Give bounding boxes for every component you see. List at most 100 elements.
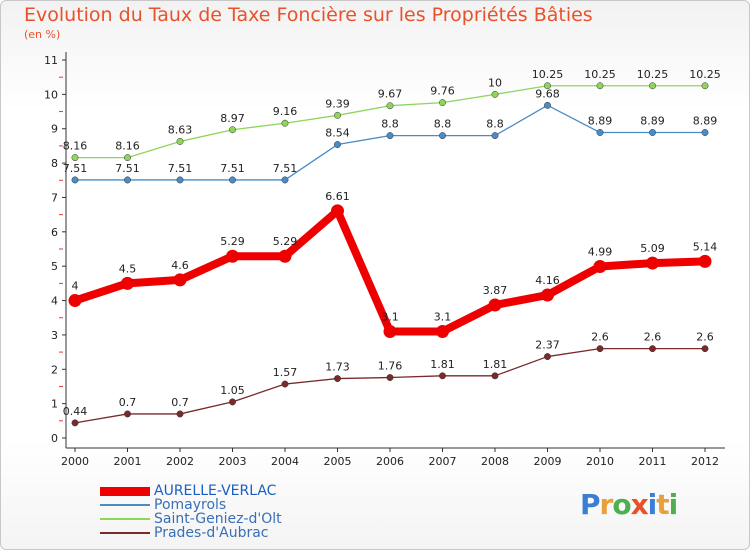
data-label: 1.57 [273, 366, 298, 379]
data-label: 4 [72, 280, 79, 293]
x-tick-label: 2003 [219, 455, 247, 468]
data-point [226, 249, 239, 263]
data-label: 1.05 [220, 384, 245, 397]
y-tick-label: 6 [51, 226, 58, 239]
data-point [334, 141, 341, 148]
data-point [544, 82, 551, 90]
legend-label: AURELLE-VERLAC [154, 483, 277, 499]
data-point [334, 375, 341, 383]
y-tick-label: 1 [51, 398, 58, 411]
data-label: 6.61 [325, 190, 350, 203]
data-point [281, 119, 289, 127]
data-label: 7.51 [220, 162, 245, 175]
data-label: 8.8 [486, 118, 504, 131]
data-label: 3.1 [381, 310, 399, 323]
data-point [331, 204, 344, 218]
data-label: 4.99 [588, 246, 613, 259]
legend-swatch [100, 486, 150, 496]
x-tick-label: 2012 [691, 455, 719, 468]
data-label: 9.39 [325, 97, 350, 110]
x-tick-label: 2008 [481, 455, 509, 468]
logo-letter: i [647, 488, 658, 521]
data-label: 2.6 [696, 331, 714, 344]
data-label: 10.25 [689, 68, 721, 81]
y-tick-label: 5 [51, 260, 58, 273]
x-tick-label: 2004 [271, 455, 299, 468]
data-label: 8.16 [63, 140, 88, 153]
data-point [278, 249, 292, 263]
legend-label: Pomayrols [154, 497, 227, 513]
x-tick-label: 2009 [534, 455, 562, 468]
logo-letter: P [580, 488, 601, 521]
proxiti-logo: Proxiti [580, 488, 678, 521]
data-label: 2.37 [535, 339, 560, 352]
data-label: 7.51 [63, 162, 88, 175]
x-tick-label: 2005 [324, 455, 352, 468]
data-label: 5.29 [273, 235, 298, 248]
data-point [176, 410, 184, 418]
y-tick-label: 9 [51, 123, 58, 136]
data-point [173, 273, 187, 287]
y-tick-label: 2 [51, 363, 58, 376]
data-point [71, 176, 79, 184]
data-label: 4.6 [171, 259, 189, 272]
data-label: 0.7 [119, 396, 137, 409]
data-point [68, 294, 82, 308]
data-label: 8.63 [168, 123, 193, 136]
data-label: 10.25 [637, 68, 669, 81]
data-label: 9.67 [378, 88, 403, 101]
data-point [436, 324, 449, 338]
data-label: 10 [488, 76, 502, 89]
y-tick-label: 3 [51, 329, 58, 342]
chart-unit-label: (en %) [24, 28, 61, 41]
data-point [439, 99, 446, 107]
y-tick-label: 4 [51, 295, 58, 308]
data-point [649, 82, 656, 90]
data-point [383, 324, 397, 338]
legend-swatch [100, 518, 150, 520]
y-tick-label: 8 [51, 157, 58, 170]
logo-letter: r [599, 488, 614, 521]
data-label: 7.51 [168, 162, 193, 175]
data-label: 7.51 [273, 162, 298, 175]
data-point [176, 176, 184, 184]
data-label: 5.14 [693, 240, 718, 253]
data-point [491, 132, 499, 140]
data-label: 9.68 [535, 87, 560, 100]
data-point [229, 176, 236, 184]
data-point [491, 90, 499, 98]
x-tick-label: 2002 [166, 455, 194, 468]
data-label: 5.09 [640, 242, 665, 255]
x-tick-label: 2007 [429, 455, 457, 468]
data-point [544, 353, 551, 361]
data-label: 1.73 [325, 361, 350, 374]
data-point [281, 176, 289, 184]
data-point [701, 345, 709, 353]
data-point [124, 410, 131, 418]
x-tick-label: 2011 [639, 455, 667, 468]
data-point [229, 398, 236, 406]
logo-letter: t [656, 488, 669, 521]
data-point [439, 132, 446, 140]
y-tick-label: 11 [44, 54, 58, 67]
data-point [541, 288, 554, 302]
y-tick-label: 0 [51, 432, 58, 445]
data-point [71, 419, 79, 427]
data-label: 9.16 [273, 105, 298, 118]
data-point [491, 372, 499, 380]
data-label: 9.76 [430, 85, 455, 98]
data-point [176, 137, 184, 145]
data-point [386, 132, 394, 140]
data-point [649, 345, 656, 353]
data-label: 4.16 [535, 274, 560, 287]
data-point [229, 126, 236, 134]
data-point [386, 102, 394, 110]
data-point [439, 372, 446, 380]
legend-label: Prades-d'Aubrac [154, 525, 269, 541]
data-label: 1.81 [430, 358, 455, 371]
data-label: 3.1 [434, 310, 452, 323]
data-label: 0.7 [171, 396, 189, 409]
data-label: 4.5 [119, 262, 137, 275]
